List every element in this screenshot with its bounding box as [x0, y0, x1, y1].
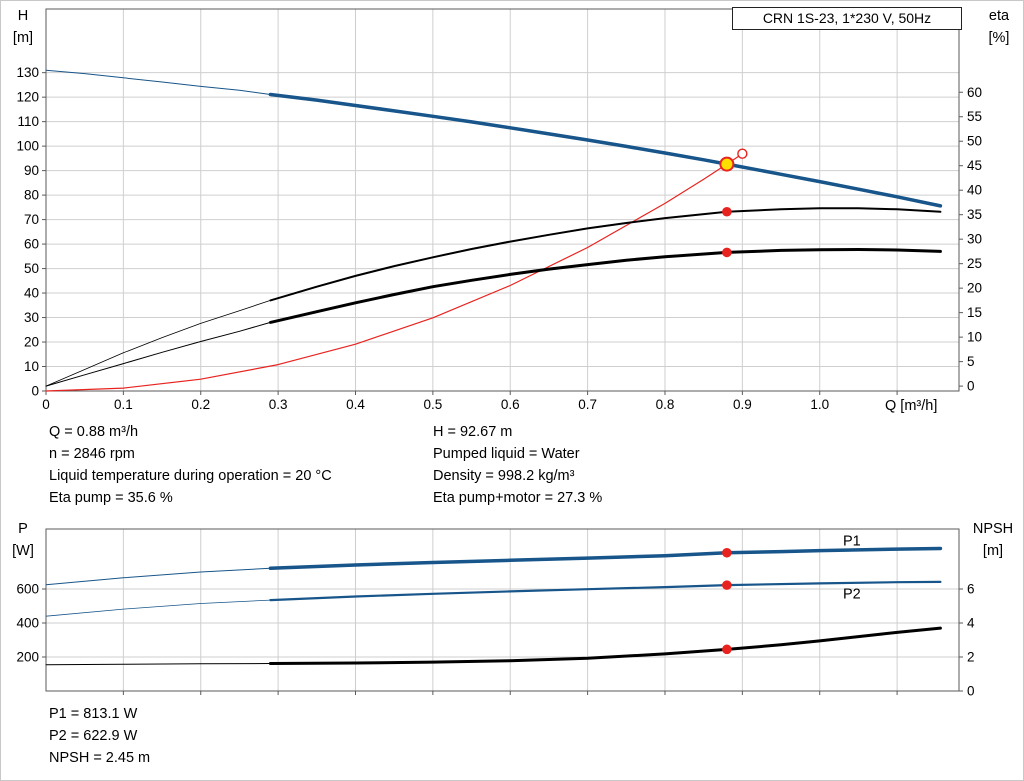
eta-pump-point [722, 206, 732, 217]
info-density: Density = 998.2 kg/m³ [433, 468, 575, 484]
eta-pump-curve-lead [45, 299, 271, 387]
p2-curve-lead [45, 599, 271, 617]
plot-frame [45, 8, 960, 392]
y-right-tick-label: 50 [967, 134, 982, 149]
eta-pump-motor-point [722, 247, 732, 258]
p1-curve-lead [45, 567, 271, 586]
npsh-curve [268, 626, 942, 665]
y-left-tick-label: 70 [24, 212, 39, 227]
y-left-tick-label: 110 [17, 114, 39, 129]
y-right-tick-label: 60 [967, 85, 982, 100]
h-axis-unit: [m] [12, 30, 34, 46]
y-right-tick-label: 20 [967, 281, 982, 296]
y-right-tick-label: 45 [967, 158, 982, 173]
info-eta-pump: Eta pump = 35.6 % [49, 490, 173, 506]
y-right-tick-label: 4 [967, 616, 975, 631]
x-tick-label: 0.4 [346, 397, 365, 412]
x-tick-label: 0.1 [114, 397, 133, 412]
npsh-axis-header: NPSH [m] [965, 518, 1021, 562]
series-label-p2: P2 [843, 586, 861, 602]
npsh-point [722, 644, 732, 655]
y-right-tick-label: 0 [967, 379, 975, 394]
p-axis-title: P [18, 521, 28, 537]
info-p2: P2 = 622.9 W [49, 728, 138, 744]
x-tick-label: 1.0 [810, 397, 829, 412]
pump-title-box: CRN 1S-23, 1*230 V, 50Hz [732, 7, 962, 30]
y-left-tick-label: 30 [24, 310, 39, 325]
h-axis-title: H [17, 8, 29, 24]
q-axis-label: Q [m³/h] [885, 398, 938, 414]
y-left-tick-label: 120 [16, 90, 39, 105]
h-curve [268, 92, 943, 208]
info-speed: n = 2846 rpm [49, 446, 135, 462]
eta-pump-curve [269, 207, 942, 302]
y-right-tick-label: 25 [967, 256, 982, 271]
x-tick-label: 0.9 [733, 397, 752, 412]
requested-duty-point [737, 148, 748, 159]
y-left-tick-label: 80 [24, 188, 39, 203]
x-tick-label: 0.5 [423, 397, 442, 412]
info-eta-pump-motor: Eta pump+motor = 27.3 % [433, 490, 603, 506]
p-axis-header: P [W] [5, 518, 41, 562]
info-head: H = 92.67 m [433, 424, 513, 440]
p1-point [722, 547, 732, 558]
npsh-axis-title: NPSH [972, 521, 1014, 537]
eta-axis-unit: [%] [988, 30, 1010, 46]
h-axis-header: H [m] [5, 5, 41, 49]
p1-curve [268, 546, 943, 571]
x-tick-label: 0.2 [191, 397, 210, 412]
y-left-tick-label: 40 [24, 286, 39, 301]
y-left-tick-label: 400 [16, 616, 39, 631]
y-right-tick-label: 0 [967, 684, 975, 699]
p2-point [722, 580, 732, 590]
duty-info-right-column: H = 92.67 m Pumped liquid = Water Densit… [433, 421, 602, 509]
info-liquid-temperature: Liquid temperature during operation = 20… [49, 468, 332, 484]
duty-point[interactable] [719, 156, 735, 172]
info-npsh: NPSH = 2.45 m [49, 750, 151, 766]
npsh-axis-unit: [m] [982, 543, 1004, 559]
y-left-tick-label: 20 [24, 335, 39, 350]
p-axis-unit: [W] [12, 543, 34, 559]
y-right-tick-label: 55 [967, 109, 982, 124]
y-left-tick-label: 200 [16, 650, 39, 665]
y-left-tick-label: 0 [31, 384, 39, 399]
x-tick-label: 0.6 [501, 397, 520, 412]
eta-axis-header: eta [%] [979, 5, 1019, 49]
x-tick-label: 0 [42, 397, 50, 412]
p2-curve [269, 580, 942, 602]
series-label-p1: P1 [843, 534, 861, 550]
info-flow: Q = 0.88 m³/h [49, 424, 139, 440]
y-left-tick-label: 600 [16, 582, 39, 597]
h-curve-lead [45, 69, 271, 95]
y-left-tick-label: 90 [24, 163, 39, 178]
y-right-tick-label: 5 [967, 354, 975, 369]
power-info-column: P1 = 813.1 W P2 = 622.9 W NPSH = 2.45 m [49, 703, 150, 769]
y-right-tick-label: 15 [967, 305, 982, 320]
eta-axis-title: eta [988, 8, 1010, 24]
y-left-tick-label: 50 [24, 261, 39, 276]
x-tick-label: 0.3 [269, 397, 288, 412]
y-left-tick-label: 100 [16, 139, 39, 154]
eta-pump-motor-curve [268, 248, 942, 324]
eta-pump-motor-curve-lead [45, 321, 271, 387]
y-right-tick-label: 2 [967, 650, 975, 665]
x-tick-label: 0.8 [656, 397, 675, 412]
y-right-tick-label: 30 [967, 232, 982, 247]
y-left-tick-label: 60 [24, 237, 39, 252]
info-p1: P1 = 813.1 W [49, 706, 138, 722]
plot-frame [45, 528, 960, 692]
system-curve [45, 153, 744, 392]
y-right-tick-label: 6 [967, 582, 975, 597]
x-tick-label: 0.7 [578, 397, 597, 412]
y-left-tick-label: 10 [24, 359, 39, 374]
info-pumped-liquid: Pumped liquid = Water [433, 446, 580, 462]
duty-info-left-column: Q = 0.88 m³/h n = 2846 rpm Liquid temper… [49, 421, 332, 509]
y-right-tick-label: 40 [967, 183, 982, 198]
y-left-tick-label: 130 [16, 65, 39, 80]
y-right-tick-label: 35 [967, 207, 982, 222]
y-right-tick-label: 10 [967, 330, 982, 345]
npsh-curve-lead [45, 663, 271, 666]
